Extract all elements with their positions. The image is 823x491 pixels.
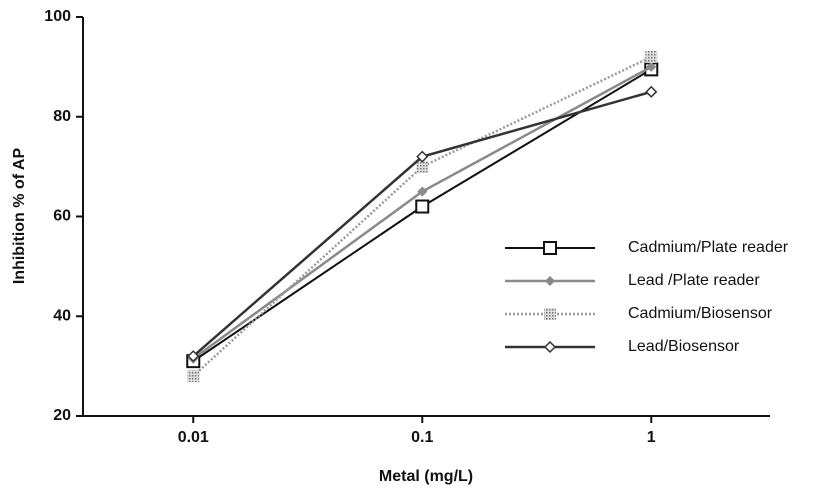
marker bbox=[645, 50, 658, 63]
marker bbox=[417, 186, 428, 197]
x-axis-label: Metal (mg/L) bbox=[379, 468, 473, 485]
marker bbox=[415, 199, 430, 214]
y-axis-label: Inhibition % of AP bbox=[11, 148, 28, 285]
legend-label: Cadmium/Plate reader bbox=[628, 239, 789, 256]
marker bbox=[416, 150, 429, 163]
y-tick-label: 80 bbox=[53, 108, 71, 125]
legend-label: Lead /Plate reader bbox=[628, 272, 760, 289]
series-line bbox=[192, 68, 652, 362]
marker bbox=[416, 160, 429, 173]
legend-label: Cadmium/Biosensor bbox=[628, 305, 773, 322]
marker bbox=[187, 370, 200, 383]
series-line bbox=[192, 90, 652, 358]
y-tick-label: 60 bbox=[53, 208, 71, 225]
marker bbox=[645, 85, 658, 98]
y-tick-label: 40 bbox=[53, 307, 71, 324]
y-tick-label: 20 bbox=[53, 407, 71, 424]
x-tick-label: 1 bbox=[647, 429, 656, 446]
marker bbox=[544, 275, 556, 287]
y-tick-label: 100 bbox=[44, 8, 71, 25]
x-tick-label: 0.1 bbox=[411, 429, 433, 446]
x-tick-label: 0.01 bbox=[178, 429, 209, 446]
marker bbox=[543, 241, 557, 255]
marker bbox=[544, 308, 556, 320]
marker bbox=[543, 340, 557, 354]
marker bbox=[646, 61, 657, 72]
marker bbox=[187, 350, 200, 363]
legend-label: Lead/Biosensor bbox=[628, 338, 740, 355]
